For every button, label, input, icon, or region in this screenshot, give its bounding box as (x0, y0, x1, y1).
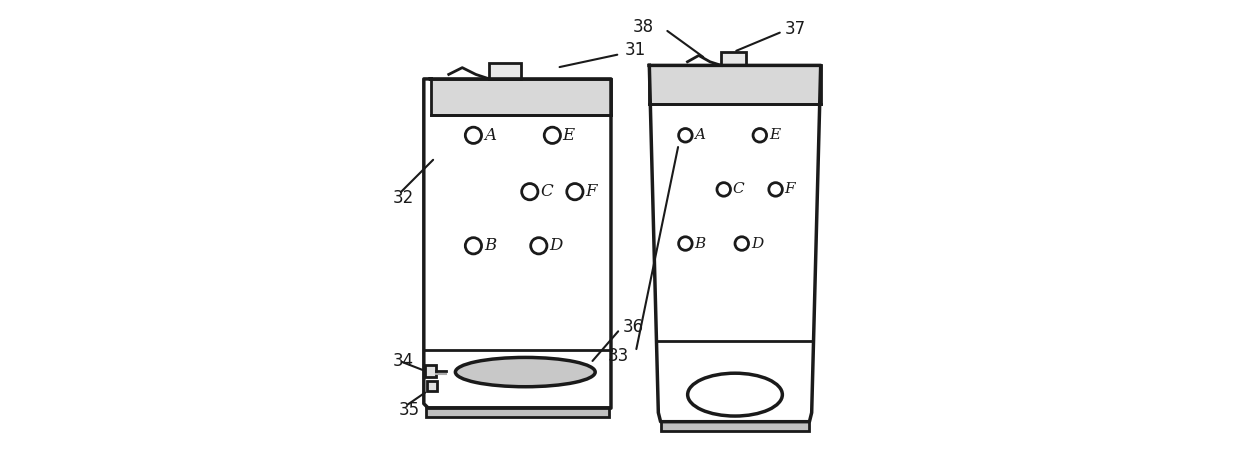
Text: 34: 34 (392, 352, 413, 370)
Text: 33: 33 (608, 347, 629, 365)
Ellipse shape (455, 357, 595, 387)
Text: C: C (541, 183, 553, 200)
Text: 37: 37 (785, 20, 806, 38)
Text: A: A (484, 127, 496, 144)
Polygon shape (430, 79, 611, 115)
Text: E: E (769, 128, 780, 143)
Ellipse shape (688, 373, 782, 416)
Text: 31: 31 (625, 41, 646, 59)
Polygon shape (650, 65, 821, 104)
Text: F: F (585, 183, 596, 200)
Text: C: C (733, 182, 744, 197)
Text: D: D (549, 237, 563, 254)
Text: 35: 35 (399, 401, 420, 419)
Bar (428, 381, 438, 391)
Text: B: B (694, 236, 706, 251)
Bar (427, 407, 609, 417)
Text: F: F (785, 182, 795, 197)
Bar (661, 421, 810, 431)
Text: 32: 32 (392, 189, 413, 207)
Text: E: E (563, 127, 575, 144)
Text: B: B (484, 237, 496, 254)
Text: 38: 38 (632, 18, 653, 36)
Bar (490, 63, 521, 79)
Text: A: A (694, 128, 706, 143)
Bar (722, 52, 746, 65)
Bar (425, 365, 436, 377)
Text: D: D (750, 236, 763, 251)
Text: 36: 36 (622, 318, 644, 336)
